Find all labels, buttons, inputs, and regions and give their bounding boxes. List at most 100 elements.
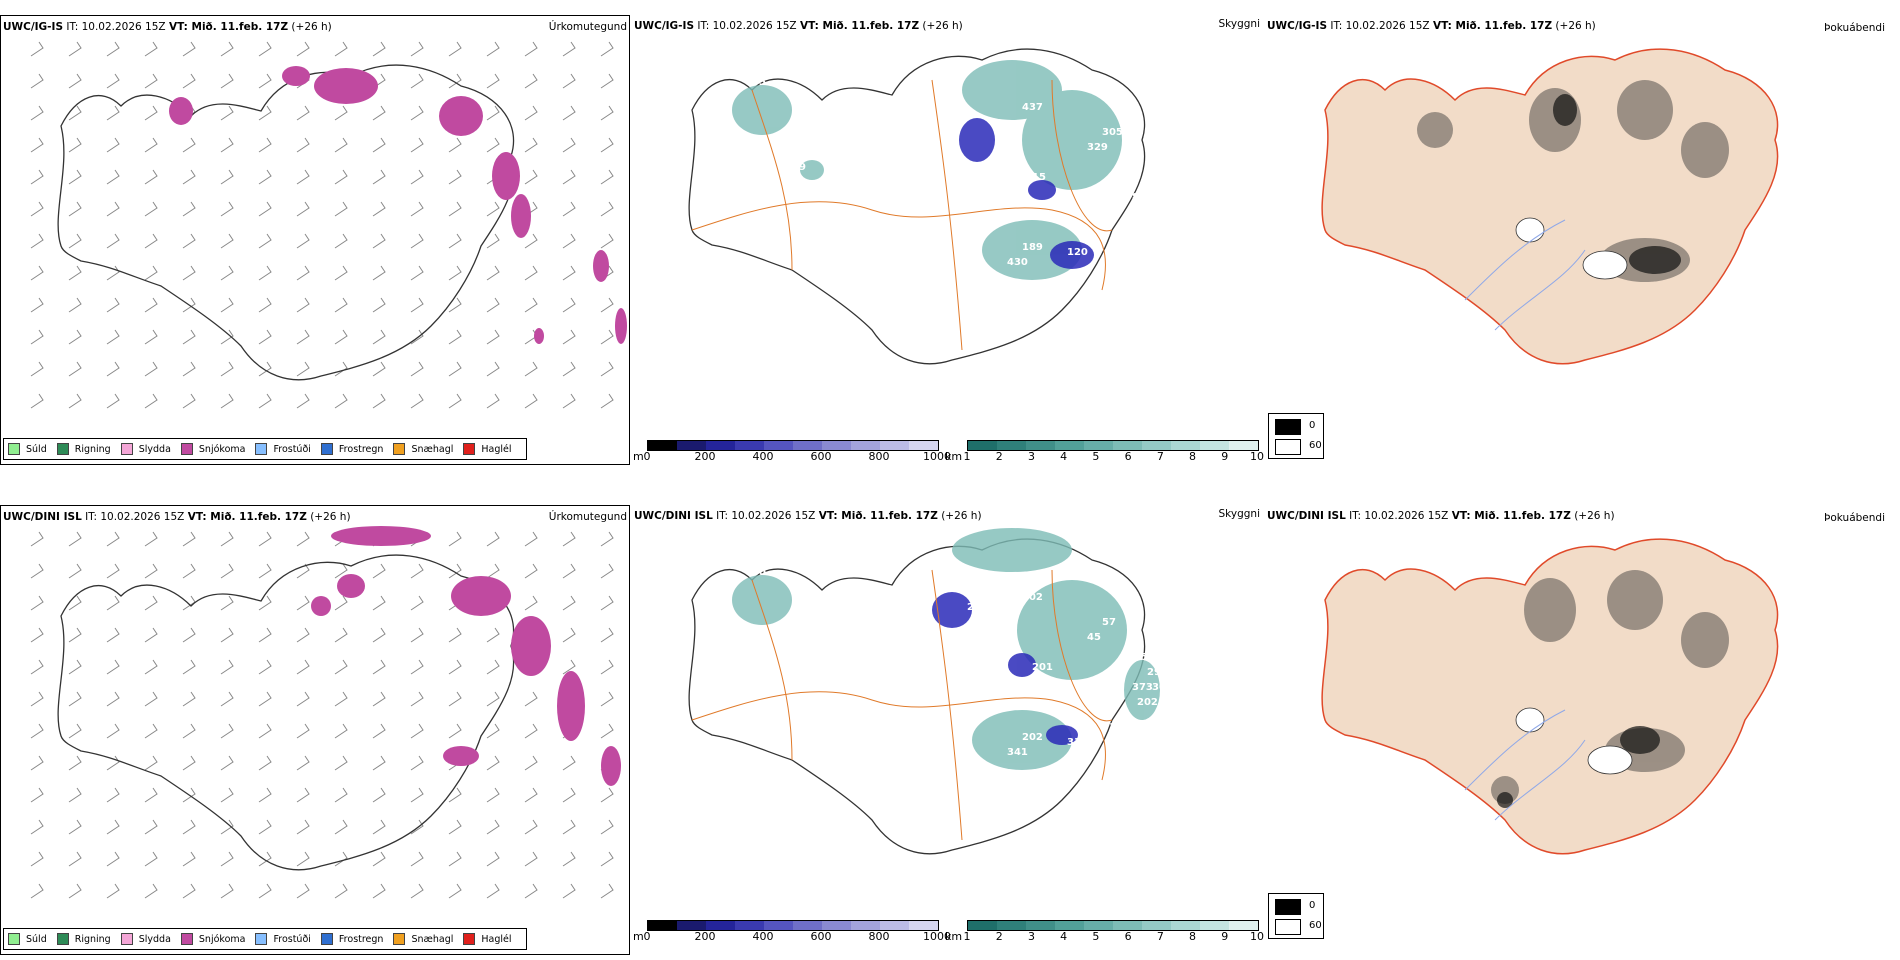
legend-label: Rigning	[74, 933, 111, 945]
wind-barb	[182, 201, 196, 217]
wind-barb	[68, 691, 82, 707]
visibility-value-label: 115	[962, 712, 983, 723]
wind-barb	[524, 137, 538, 153]
wind-barb	[106, 265, 120, 281]
wind-barb	[106, 787, 120, 803]
legend-swatch	[180, 443, 193, 455]
wind-barb	[562, 41, 576, 57]
wind-barb	[562, 851, 576, 867]
wind-barb	[182, 169, 196, 185]
legend-item: Súld	[8, 933, 47, 945]
wind-barb	[486, 851, 500, 867]
wind-barb	[448, 627, 462, 643]
wind-barb	[30, 595, 44, 611]
wind-barb	[524, 393, 538, 409]
iceland-fill	[1321, 538, 1779, 855]
wind-barb	[448, 659, 462, 675]
wind-barb	[258, 329, 272, 345]
wind-barb	[258, 755, 272, 771]
forecast-row-dini: UWC/DINI ISL IT: 10.02.2026 15Z VT: Mið.…	[0, 490, 1900, 960]
legend-swatch	[320, 443, 333, 455]
visibility-value-label: 25	[972, 582, 986, 593]
iceland-fill	[1321, 48, 1779, 365]
wind-barb	[486, 201, 500, 217]
wind-barb	[410, 393, 424, 409]
wind-barb	[334, 723, 348, 739]
visibility-value-label: 195	[1127, 652, 1148, 663]
wind-barb	[600, 201, 614, 217]
wind-barb	[30, 883, 44, 899]
colorbar-segment	[648, 921, 677, 930]
fog-map	[1321, 48, 1779, 365]
wind-barb	[144, 41, 158, 57]
wind-barb	[258, 563, 272, 579]
wind-barb	[372, 297, 386, 313]
wind-barb	[372, 691, 386, 707]
colorbar-tick: 600	[810, 930, 832, 943]
wind-barb	[372, 233, 386, 249]
colorbar-tick: 10	[1250, 930, 1264, 943]
wind-barb	[562, 563, 576, 579]
panel-title: Úrkomutegund	[548, 21, 627, 33]
wind-barb	[410, 659, 424, 675]
visibility-value-label: 202	[1137, 697, 1158, 708]
wind-barb	[144, 755, 158, 771]
wind-barb	[30, 627, 44, 643]
wind-barb	[182, 755, 196, 771]
wind-barb	[372, 169, 386, 185]
wind-barb	[296, 297, 310, 313]
wind-barb	[30, 265, 44, 281]
colorbar-tick: 400	[752, 930, 774, 943]
wind-barb	[524, 41, 538, 57]
wind-barb	[258, 627, 272, 643]
rivers	[1464, 219, 1586, 331]
visibility-value-label: 33	[1067, 737, 1081, 748]
legend-label: Frostregn	[338, 443, 384, 455]
wind-barb	[144, 265, 158, 281]
wind-barb	[410, 883, 424, 899]
legend-item: Slydda	[120, 933, 171, 945]
wind-barb	[220, 233, 234, 249]
colorbar-tick: 1000	[923, 930, 951, 943]
wind-barb	[106, 627, 120, 643]
wind-barb	[220, 627, 234, 643]
wind-barb	[182, 659, 196, 675]
wind-barb	[448, 201, 462, 217]
wind-barb	[524, 595, 538, 611]
wind-barb	[486, 73, 500, 89]
wind-barb	[562, 233, 576, 249]
colorbar-segment	[735, 921, 764, 930]
wind-barb	[220, 563, 234, 579]
legend-label: Súld	[26, 933, 47, 945]
wind-barb	[106, 393, 120, 409]
height-colorbar: m 0 200 400 600 800 1000	[633, 440, 951, 464]
wind-barb	[562, 265, 576, 281]
wind-barb	[486, 265, 500, 281]
wind-barb	[106, 755, 120, 771]
fog-dense	[1497, 726, 1660, 808]
wind-barb	[562, 883, 576, 899]
wind-barb	[106, 297, 120, 313]
roads	[691, 79, 1113, 351]
visibility-value-label: 39	[792, 162, 806, 173]
wind-barb	[182, 393, 196, 409]
visibility-value-label: 295	[1147, 667, 1168, 678]
wind-barb	[334, 41, 348, 57]
wind-barb	[258, 137, 272, 153]
wind-barb	[296, 851, 310, 867]
wind-barb	[144, 531, 158, 547]
legend-label: Snjókoma	[198, 933, 246, 945]
colorbar-segment	[706, 441, 735, 450]
wind-barb	[106, 201, 120, 217]
wind-barb	[30, 329, 44, 345]
wind-barb	[524, 531, 538, 547]
wind-barb	[562, 73, 576, 89]
colorbar-tick: 800	[868, 450, 890, 463]
wind-barb	[448, 329, 462, 345]
wind-barb	[258, 265, 272, 281]
colorbar-segment	[1026, 441, 1055, 450]
legend-swatch	[120, 443, 133, 455]
wind-barb	[30, 233, 44, 249]
wind-barb	[372, 201, 386, 217]
